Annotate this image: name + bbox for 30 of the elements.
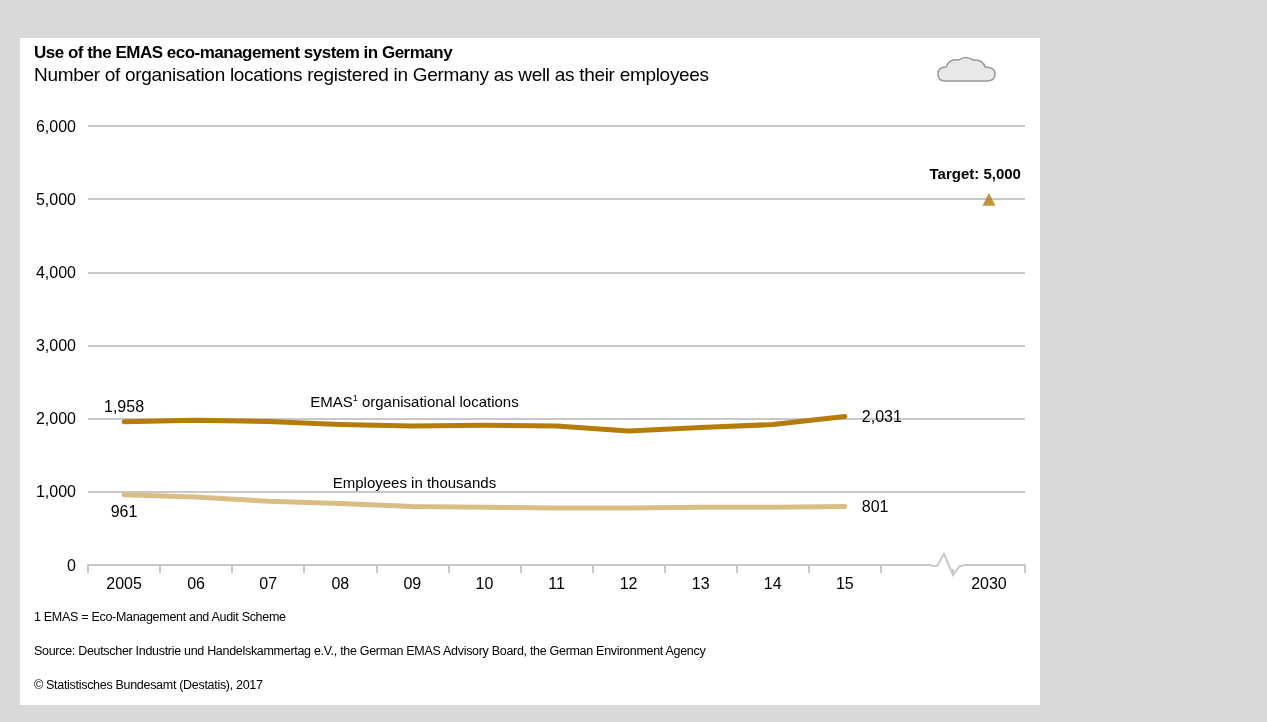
text: © Statistisches Bundesamt (Destatis), 2017 — [34, 678, 263, 692]
y-tick-label: 3,000 — [35, 337, 77, 354]
x-tick-label: 13 — [691, 574, 710, 592]
x-tick-label: 06 — [187, 574, 206, 592]
chart-subtitle: Number of organisation locations registered in Germany as well as their employees — [34, 64, 709, 86]
x-tick-label: 15 — [835, 574, 854, 592]
x-tick-label: 14 — [763, 574, 782, 592]
x-tick-label: 07 — [259, 574, 278, 592]
x-tick-label: 2030 — [971, 574, 1007, 592]
x-tick-label: 11 — [548, 574, 565, 592]
y-tick-label: 0 — [67, 556, 77, 574]
annotation: Target: 5,000 — [929, 165, 1021, 183]
y-tick-label: 1,000 — [35, 483, 77, 501]
y-tick-label: 4,000 — [35, 263, 77, 281]
data-label: 1,958 — [104, 398, 145, 416]
x-tick-label: 12 — [619, 574, 638, 592]
data-label: 2,031 — [861, 407, 902, 425]
data-label: 801 — [861, 497, 889, 515]
x-tick-label: 08 — [331, 574, 350, 592]
y-tick-label: 6,000 — [35, 117, 77, 135]
source-note: Source: Deutscher Industrie und Handelskammertag e.V., the German EMAS Advisory Board, the German Environment Agency — [34, 644, 706, 658]
x-tick-label: 2005 — [106, 574, 142, 592]
x-tick-label: 10 — [475, 574, 494, 592]
series-label: Employees in thousands — [332, 474, 497, 492]
y-tick-label: 5,000 — [35, 190, 77, 208]
y-tick-label: 2,000 — [35, 410, 77, 428]
x-tick-label: 09 — [403, 574, 422, 592]
text: 1 EMAS = Eco-Management and Audit Scheme — [34, 610, 286, 624]
data-label: 961 — [110, 503, 138, 521]
chart-title: Use of the EMAS eco-management system in Germany — [34, 43, 453, 63]
